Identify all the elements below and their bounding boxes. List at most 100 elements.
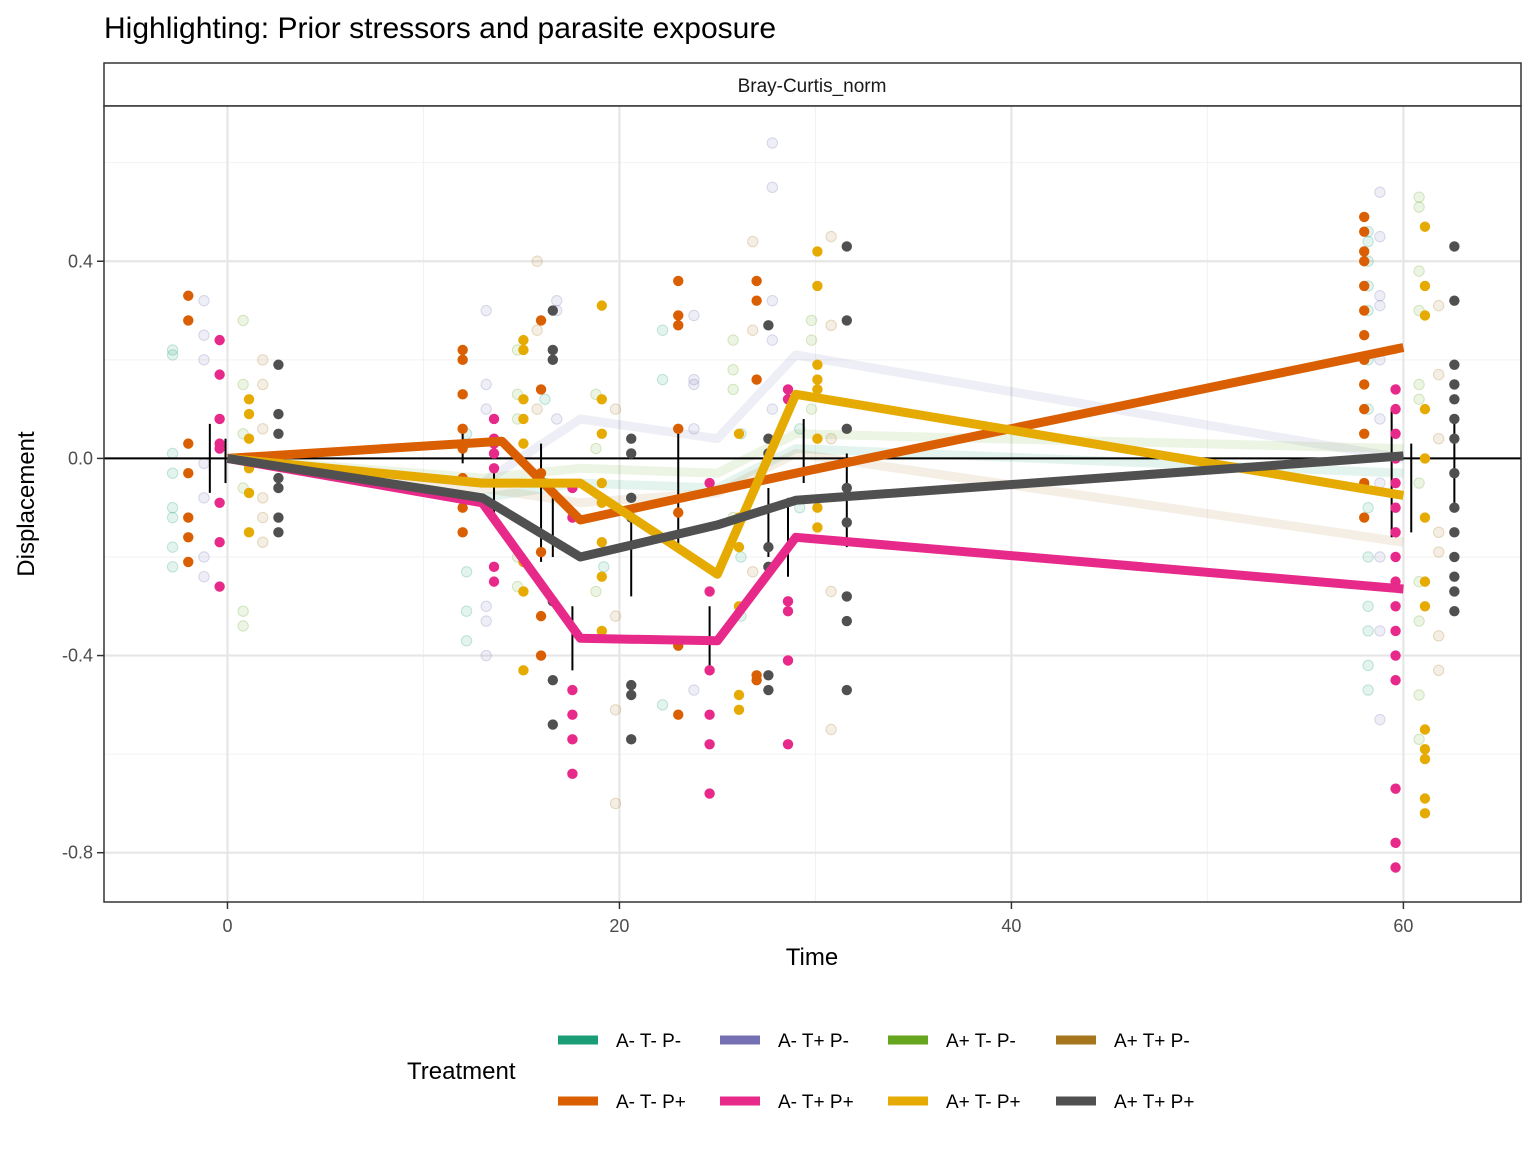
point-aplus-tplus-pplus [626,689,637,701]
point-aminus-tminus-pplus [457,527,468,538]
point-aminus-tminus-pplus [673,310,684,321]
point-aminus-tplus-pplus [567,684,578,696]
point-aminus-tminus-pminus [1362,600,1374,612]
legend-title: Treatment [407,1058,516,1085]
point-aplus-tminus-pplus [518,394,529,405]
point-aminus-tplus-pminus [766,294,779,307]
point-aminus-tminus-pminus [1362,684,1374,696]
point-aplus-tplus-pplus [841,482,852,494]
point-aplus-tminus-pplus [1419,576,1431,587]
point-aminus-tplus-pminus [688,373,700,386]
point-aminus-tminus-pplus [535,546,547,558]
facet-label: Bray-Curtis_norm [738,76,887,97]
point-aminus-tplus-pplus [1390,625,1401,637]
point-aminus-tplus-pplus [214,497,225,508]
point-aminus-tplus-pminus [1374,413,1386,425]
point-aplus-tminus-pminus [237,605,249,617]
point-aminus-tminus-pminus [166,541,179,553]
point-aplus-tminus-pminus [1413,733,1425,746]
point-aminus-tminus-pplus [1359,211,1370,223]
point-aminus-tplus-pminus [766,334,779,346]
point-aplus-tminus-pplus [596,477,608,489]
point-aminus-tminus-pminus [1362,501,1374,514]
x-axis-label: Time [786,944,838,971]
plot-panel [104,106,1521,902]
point-aplus-tplus-pplus [547,344,559,356]
point-aminus-tplus-pplus [782,596,794,607]
point-aplus-tplus-pminus [747,324,759,336]
point-aplus-tplus-pplus [1449,606,1460,617]
legend-key-point-aminus-tplus-pplus [735,1096,745,1106]
point-aplus-tplus-pminus [747,235,759,248]
point-aplus-tplus-pminus [825,432,837,445]
y-tick-label: -0.8 [62,843,93,863]
point-aplus-tminus-pplus [596,300,608,311]
point-aplus-tplus-pplus [626,492,637,504]
point-aminus-tplus-pplus [214,369,225,380]
point-aminus-tplus-pminus [198,492,210,504]
point-aplus-tplus-pminus [257,423,269,435]
point-aminus-tplus-pplus [782,606,794,617]
point-aminus-tplus-pplus [567,768,578,780]
point-aminus-tplus-pplus [1390,601,1401,612]
point-aminus-tplus-pminus [551,413,563,425]
point-aplus-tplus-pplus [1449,359,1460,370]
point-aminus-tminus-pplus [1359,428,1370,439]
point-aminus-tplus-pminus [198,457,210,470]
point-aminus-tplus-pplus [704,665,715,676]
point-aplus-tplus-pplus [626,679,637,691]
point-aplus-tplus-pplus [1449,502,1460,513]
point-aplus-tminus-pplus [1419,280,1431,292]
point-aminus-tminus-pplus [183,467,194,479]
point-aplus-tminus-pplus [243,433,255,444]
point-aplus-tminus-pplus [812,374,823,385]
x-tick-label: 60 [1393,916,1413,936]
point-aplus-tminus-pplus [1419,744,1431,755]
point-aplus-tminus-pminus [1413,191,1425,203]
point-aplus-tminus-pplus [1419,512,1431,523]
point-aminus-tminus-pminus [1362,551,1374,563]
point-aminus-tminus-pplus [1359,379,1370,390]
point-aminus-tplus-pminus [480,304,492,317]
point-aplus-tplus-pplus [841,423,852,435]
y-axis-label: Displacement [13,431,40,577]
point-aplus-tplus-pplus [1449,241,1460,252]
point-aplus-tminus-pplus [1419,601,1431,612]
point-aplus-tminus-pplus [733,689,745,701]
point-aplus-tplus-pminus [609,610,622,622]
point-aminus-tminus-pplus [183,290,194,301]
point-aminus-tminus-pplus [183,532,194,543]
point-aminus-tminus-pplus [457,354,468,366]
point-aminus-tplus-pplus [488,576,500,587]
point-aplus-tplus-pminus [825,230,837,243]
point-aplus-tminus-pplus [1419,724,1431,735]
point-aminus-tplus-pminus [688,684,700,696]
point-aminus-tminus-pplus [751,374,762,385]
point-aplus-tminus-pplus [812,246,823,257]
point-aminus-tplus-pplus [1390,551,1401,563]
point-aminus-tplus-pminus [198,329,210,341]
point-aplus-tminus-pminus [1413,378,1425,391]
point-aminus-tminus-pplus [673,320,684,331]
point-aminus-tplus-pminus [766,137,779,149]
point-aplus-tplus-pminus [257,378,269,391]
point-aminus-tminus-pplus [183,315,194,326]
legend-label-aminus-tminus-pminus: A- T- P- [616,1031,681,1052]
legend-key-point-aplus-tplus-pplus [1071,1096,1081,1106]
point-aminus-tminus-pplus [457,389,468,400]
point-aminus-tminus-pplus [1359,305,1370,316]
point-aplus-tplus-pminus [1432,432,1445,445]
point-aplus-tplus-pminus [257,536,269,548]
point-aminus-tminus-pplus [1359,280,1370,292]
point-aminus-tminus-pminus [166,447,179,460]
point-aminus-tplus-pplus [488,561,500,573]
point-aminus-tplus-pminus [766,181,779,194]
point-aplus-tminus-pplus [518,334,529,346]
legend-label-aplus-tminus-pminus: A+ T- P- [946,1031,1016,1052]
point-aminus-tminus-pminus [1362,659,1374,672]
point-aplus-tplus-pplus [1449,379,1460,390]
point-aplus-tplus-pplus [626,433,637,444]
point-aplus-tplus-pplus [626,734,637,745]
point-aminus-tplus-pplus [1390,837,1401,849]
point-aplus-tminus-pminus [1413,615,1425,627]
